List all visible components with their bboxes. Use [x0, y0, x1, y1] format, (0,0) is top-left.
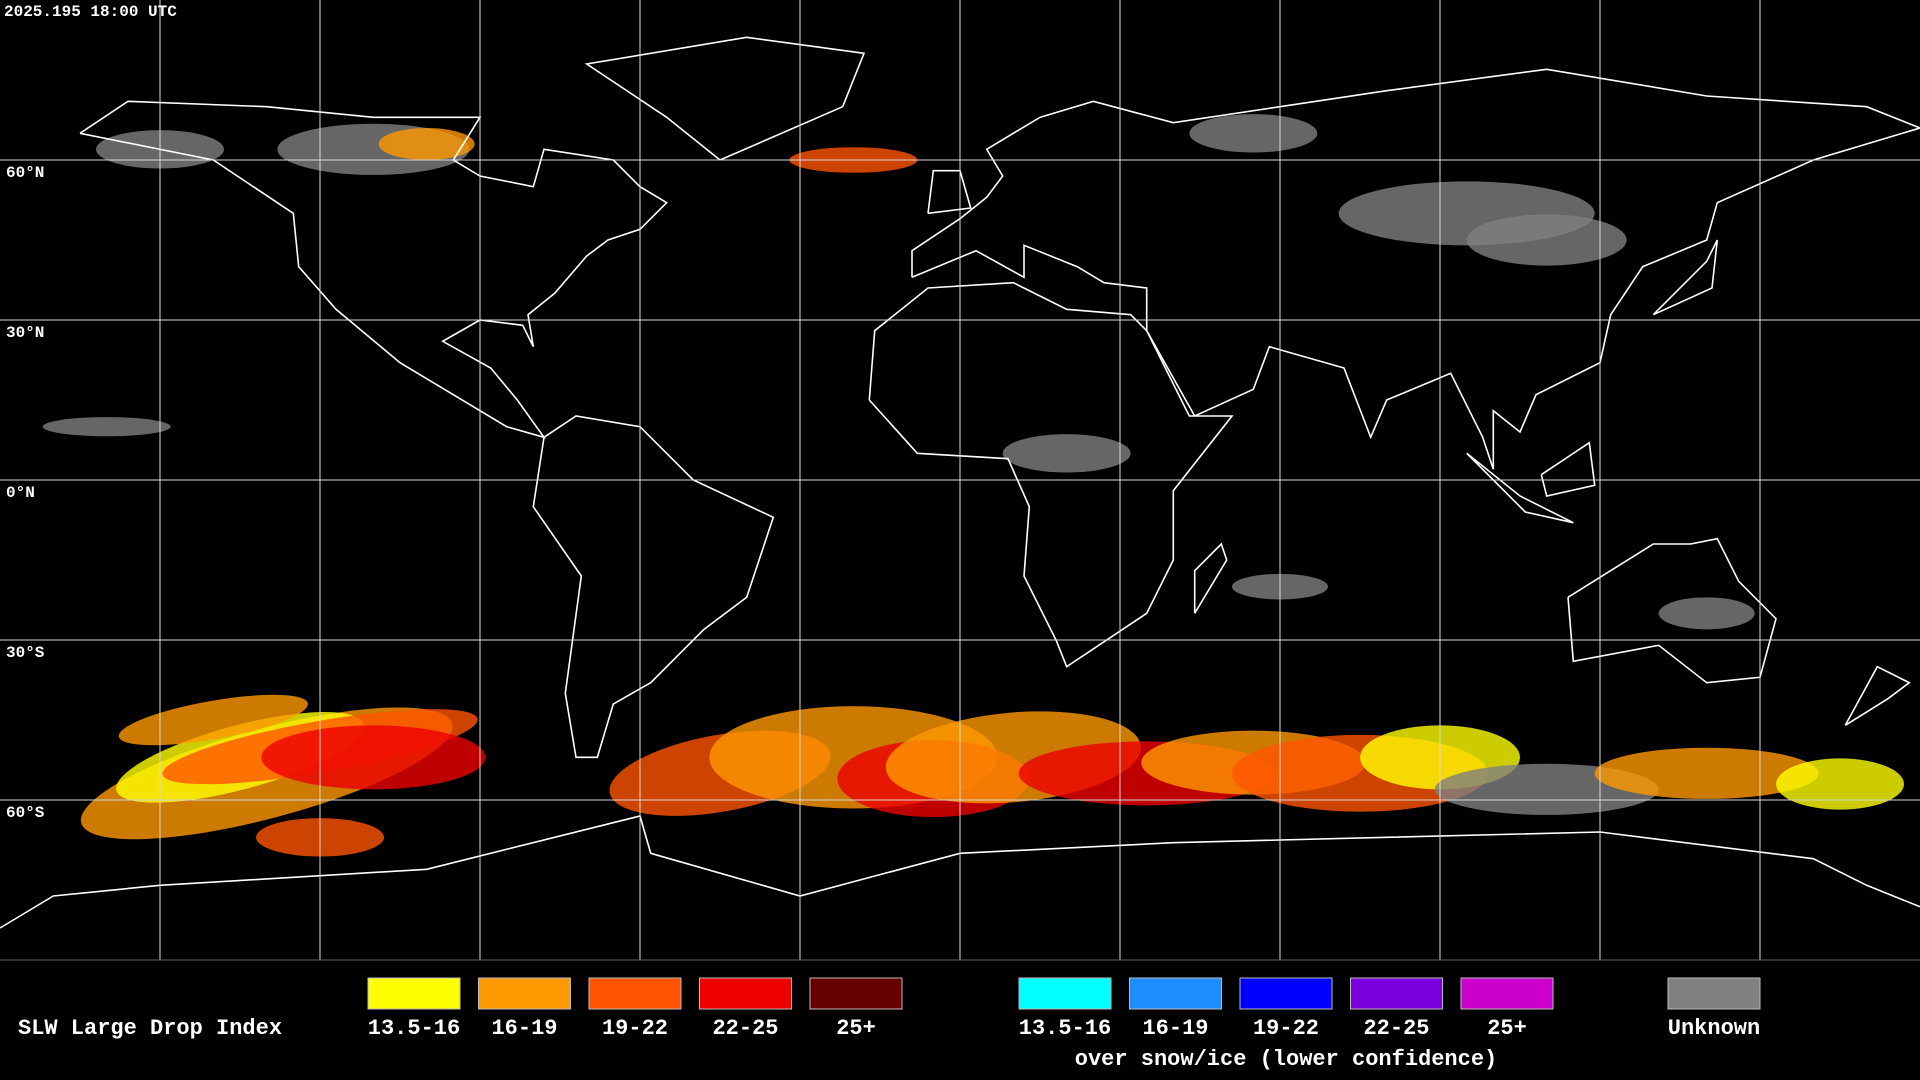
cloud-blob: [42, 417, 171, 437]
legend-swatch: [1018, 977, 1112, 1010]
coastline: [1567, 537, 1777, 684]
cloud-blob: [1775, 758, 1904, 810]
cloud-blob: [1002, 434, 1131, 473]
cloud-blob: [1658, 597, 1755, 630]
legend: SLW Large Drop Index 13.5-16 16-19 19-22 22…: [18, 977, 1761, 1072]
latitude-label: 60°N: [6, 164, 44, 182]
legend-caption: over snow/ice (lower confidence): [1075, 1047, 1497, 1072]
legend-title: SLW Large Drop Index: [18, 1016, 282, 1041]
legend-label: 22-25: [712, 1016, 778, 1041]
coastline: [532, 415, 775, 759]
latitude-label: 30°S: [6, 644, 45, 662]
coastline: [1844, 665, 1911, 726]
cloud-blob: [1466, 214, 1627, 266]
legend-label: 16-19: [1142, 1016, 1208, 1041]
legend-swatch: [367, 977, 461, 1010]
latitude-label: 0°N: [6, 484, 35, 502]
legend-label: 19-22: [1253, 1016, 1319, 1041]
timestamp: 2025.195 18:00 UTC: [4, 3, 177, 21]
graticule: [0, 0, 1920, 960]
coastline: [1193, 542, 1228, 614]
coastline: [1466, 452, 1574, 524]
legend-swatch: [1460, 977, 1554, 1010]
coastline: [868, 281, 1234, 668]
legend-label: 25+: [1487, 1016, 1527, 1041]
coastline: [584, 36, 866, 161]
coastline: [0, 815, 1920, 929]
cloud-blob: [261, 725, 486, 790]
latitude-label: 30°N: [6, 324, 44, 342]
legend-swatch: [699, 977, 792, 1010]
cloud-blob: [1189, 114, 1318, 153]
coastline: [1652, 239, 1719, 316]
legend-swatch: [478, 977, 571, 1010]
legend-swatch: [1667, 977, 1761, 1010]
legend-swatch: [1129, 977, 1222, 1010]
legend-swatch: [1350, 977, 1443, 1010]
legend-label: 13.5-16: [368, 1016, 460, 1041]
legend-swatch: [809, 977, 903, 1010]
latitude-label: 60°S: [6, 804, 45, 822]
legend-swatch: [1239, 977, 1333, 1010]
legend-label: Unknown: [1668, 1016, 1760, 1041]
cloud-blob: [118, 694, 308, 746]
coastline: [1540, 441, 1596, 497]
legend-swatch: [588, 977, 682, 1010]
legend-label: 16-19: [491, 1016, 557, 1041]
legend-label: 19-22: [602, 1016, 668, 1041]
cloud-blob: [1594, 747, 1819, 799]
coastline: [79, 100, 668, 439]
legend-label: 22-25: [1363, 1016, 1429, 1041]
cloud-blob: [378, 128, 475, 161]
legend-label: 13.5-16: [1019, 1016, 1111, 1041]
legend-label: 25+: [836, 1016, 876, 1041]
